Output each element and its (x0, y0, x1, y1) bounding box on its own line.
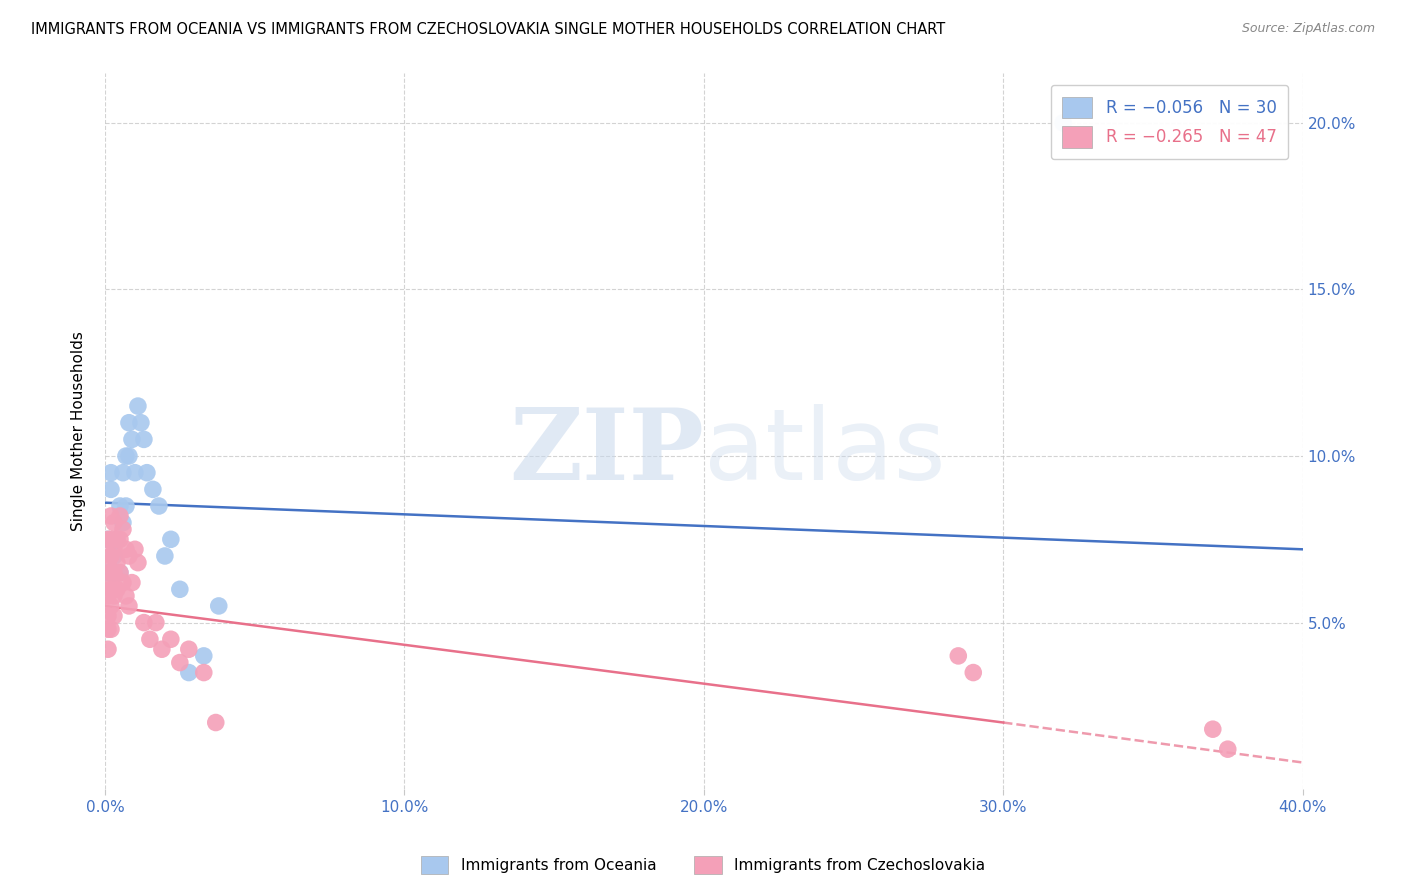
Point (169, 582, 191, 597)
Legend: R = −0.056   N = 30, R = −0.265   N = 47: R = −0.056 N = 30, R = −0.265 N = 47 (1050, 85, 1288, 160)
Point (97, 566, 120, 580)
Point (97, 589, 120, 603)
Point (177, 665, 200, 680)
Point (118, 549, 141, 563)
Point (100, 533, 122, 547)
Point (103, 566, 125, 580)
Point (121, 575, 143, 590)
Point (145, 615, 167, 630)
Point (962, 665, 984, 680)
Point (127, 399, 149, 413)
Point (100, 622, 122, 636)
Point (103, 516, 125, 530)
Y-axis label: Single Mother Households: Single Mother Households (72, 331, 86, 531)
Point (148, 499, 170, 513)
Point (97, 622, 120, 636)
Point (1202, 722, 1225, 736)
Point (100, 582, 122, 597)
Point (129, 416, 152, 430)
Point (115, 499, 138, 513)
Point (193, 648, 215, 663)
Point (100, 508, 122, 523)
Point (150, 642, 173, 657)
Point (124, 466, 146, 480)
Text: Source: ZipAtlas.com: Source: ZipAtlas.com (1241, 22, 1375, 36)
Point (105, 533, 128, 547)
Point (103, 609, 125, 624)
Point (97, 575, 120, 590)
Point (103, 549, 125, 563)
Point (111, 575, 134, 590)
Point (108, 533, 131, 547)
Point (169, 656, 191, 670)
Point (115, 449, 138, 463)
Point (111, 516, 134, 530)
Point (115, 542, 138, 557)
Point (118, 449, 141, 463)
Point (1052, 116, 1074, 130)
Text: IMMIGRANTS FROM OCEANIA VS IMMIGRANTS FROM CZECHOSLOVAKIA SINGLE MOTHER HOUSEHOL: IMMIGRANTS FROM OCEANIA VS IMMIGRANTS FR… (31, 22, 945, 37)
Point (139, 632, 162, 647)
Point (105, 582, 128, 597)
Point (132, 615, 155, 630)
Point (160, 632, 183, 647)
Point (100, 466, 122, 480)
Legend: Immigrants from Oceania, Immigrants from Czechoslovakia: Immigrants from Oceania, Immigrants from… (415, 850, 991, 880)
Point (208, 599, 231, 613)
Point (103, 566, 125, 580)
Point (97, 556, 120, 570)
Point (103, 589, 125, 603)
Point (115, 589, 138, 603)
Point (121, 433, 143, 447)
Point (103, 542, 125, 557)
Point (127, 556, 149, 570)
Text: atlas: atlas (704, 404, 945, 501)
Point (177, 642, 200, 657)
Point (204, 715, 226, 730)
Point (108, 508, 131, 523)
Point (111, 522, 134, 536)
Point (135, 466, 157, 480)
Point (100, 599, 122, 613)
Point (160, 533, 183, 547)
Point (108, 566, 131, 580)
Point (97, 609, 120, 624)
Point (105, 556, 128, 570)
Point (132, 433, 155, 447)
Point (97, 642, 120, 657)
Point (100, 566, 122, 580)
Point (118, 599, 141, 613)
Point (108, 566, 131, 580)
Point (105, 533, 128, 547)
Point (948, 648, 970, 663)
Point (108, 499, 131, 513)
Text: ZIP: ZIP (509, 404, 704, 501)
Point (193, 665, 215, 680)
Point (97, 533, 120, 547)
Point (100, 483, 122, 497)
Point (111, 466, 134, 480)
Point (118, 416, 141, 430)
Point (153, 549, 176, 563)
Point (97, 533, 120, 547)
Point (124, 542, 146, 557)
Point (1216, 742, 1239, 756)
Point (100, 549, 122, 563)
Point (142, 483, 165, 497)
